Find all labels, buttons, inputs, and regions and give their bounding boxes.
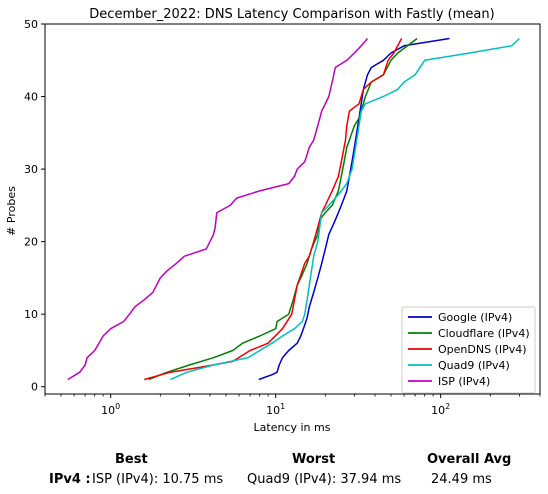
plot-area [44,23,541,395]
series-line-1 [148,37,418,381]
legend-label-1: Cloudflare (IPv4) [438,327,530,340]
series-line-3 [169,37,520,381]
legend-label-4: ISP (IPv4) [438,375,490,388]
chart-title: December_2022: DNS Latency Comparison wi… [89,7,494,22]
series-line-2 [144,38,403,381]
y-tick-label: 40 [24,91,38,104]
x-tick-label: 101 [266,402,285,417]
series-line-4 [67,38,369,381]
y-tick-label: 10 [24,308,38,321]
y-tick-label: 30 [24,163,38,176]
series-line-0 [258,37,450,381]
legend: Google (IPv4) Cloudflare (IPv4) OpenDNS (I… [401,306,536,394]
series-layer [67,37,520,381]
x-axis-label: Latency in ms [254,421,331,434]
x-tick-label: 100 [101,402,120,417]
plot-frame [44,23,541,395]
legend-label-3: Quad9 (IPv4) [438,359,510,372]
y-tick-label: 0 [31,381,38,394]
legend-box [401,306,536,394]
y-tick-label: 20 [24,236,38,249]
y-axis-label: # Probes [5,186,18,236]
x-tick-label: 102 [431,402,450,417]
y-tick-label: 50 [24,18,38,31]
legend-label-2: OpenDNS (IPv4) [438,343,527,356]
legend-label-0: Google (IPv4) [438,311,512,324]
